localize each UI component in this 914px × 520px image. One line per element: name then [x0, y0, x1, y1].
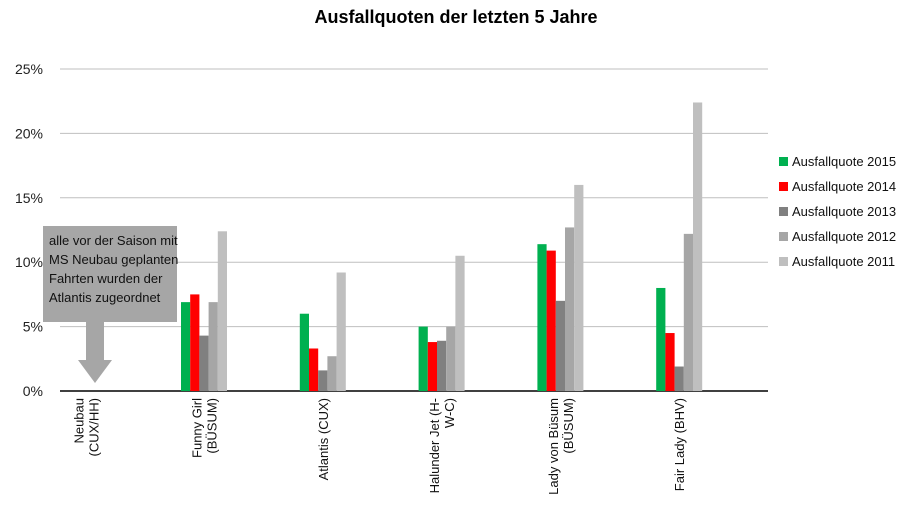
- bar: [656, 287, 666, 391]
- bar: [683, 233, 693, 391]
- x-tick-label-line: Fair Lady (BHV): [672, 398, 687, 491]
- bar: [299, 313, 309, 391]
- x-tick-label: Fair Lady (BHV): [672, 398, 687, 491]
- bar: [318, 370, 328, 391]
- y-tick-label: 15%: [15, 190, 43, 206]
- chart-title: Ausfallquoten der letzten 5 Jahre: [314, 7, 597, 27]
- bar: [181, 302, 191, 391]
- legend-item: Ausfallquote 2013: [779, 204, 896, 219]
- bar: [190, 294, 200, 391]
- x-tick-label: Atlantis (CUX): [316, 398, 331, 480]
- bar: [446, 326, 456, 391]
- legend-label: Ausfallquote 2015: [792, 154, 896, 169]
- callout-box: [43, 226, 177, 322]
- x-tick-label: Neubau (CUX/HH): [72, 398, 102, 457]
- legend-label: Ausfallquote 2011: [792, 254, 895, 269]
- x-tick-label-line: Lady von Büsum: [546, 398, 561, 495]
- x-tick-label-line: W-C): [442, 398, 457, 428]
- x-tick-label: Funny Girl (BÜSUM): [190, 398, 220, 458]
- legend-item: Ausfallquote 2014: [779, 179, 896, 194]
- bar: [665, 333, 675, 391]
- callout-text: alle vor der Saison mit: [49, 233, 178, 248]
- bar: [555, 300, 565, 391]
- bar: [427, 342, 437, 391]
- x-tick-label-line: Atlantis (CUX): [316, 398, 331, 480]
- legend-swatch: [779, 232, 788, 241]
- legend-swatch: [779, 157, 788, 166]
- callout-text: Atlantis zugeordnet: [49, 290, 161, 305]
- x-tick-label-line: Neubau: [72, 398, 87, 444]
- x-tick-label: Halunder Jet (H- W-C): [427, 398, 457, 493]
- legend-label: Ausfallquote 2012: [792, 229, 896, 244]
- legend-item: Ausfallquote 2015: [779, 154, 896, 169]
- legend-item: Ausfallquote 2012: [779, 229, 896, 244]
- x-tick-label-line: (CUX/HH): [87, 398, 102, 457]
- bar: [437, 340, 447, 391]
- bar: [327, 356, 337, 391]
- x-tick-label-line: Halunder Jet (H-: [427, 398, 442, 493]
- bar: [208, 302, 218, 391]
- bar: [574, 184, 584, 391]
- x-tick-label: Lady von Büsum (BÜSUM): [546, 398, 576, 495]
- bar: [693, 102, 703, 391]
- x-tick-label-line: (BÜSUM): [205, 398, 220, 454]
- y-tick-label: 0%: [23, 383, 43, 399]
- y-tick-label: 5%: [23, 319, 43, 335]
- y-tick-label: 10%: [15, 254, 43, 270]
- bar: [537, 244, 547, 391]
- bar: [455, 255, 465, 391]
- annotation-callout: alle vor der Saison mit MS Neubau geplant…: [43, 226, 178, 383]
- legend-label: Ausfallquote 2014: [792, 179, 896, 194]
- callout-text: MS Neubau geplanten: [49, 252, 178, 267]
- legend-swatch: [779, 207, 788, 216]
- bar: [418, 326, 428, 391]
- legend-swatch: [779, 257, 788, 266]
- y-tick-label: 20%: [15, 125, 43, 141]
- x-tick-label-line: Funny Girl: [190, 398, 205, 458]
- bar: [199, 335, 209, 391]
- callout-text: Fahrten wurden der: [49, 271, 163, 286]
- legend-label: Ausfallquote 2013: [792, 204, 896, 219]
- bar: [217, 231, 227, 391]
- legend-swatch: [779, 182, 788, 191]
- arrow-shaft: [86, 322, 104, 360]
- bar: [565, 227, 575, 391]
- arrow-down-icon: [78, 360, 112, 383]
- bar: [309, 348, 319, 391]
- bar: [546, 250, 556, 391]
- y-tick-label: 25%: [15, 61, 43, 77]
- bar: [674, 366, 684, 391]
- legend-item: Ausfallquote 2011: [779, 254, 895, 269]
- bar: [336, 272, 346, 391]
- x-tick-label-line: (BÜSUM): [561, 398, 576, 454]
